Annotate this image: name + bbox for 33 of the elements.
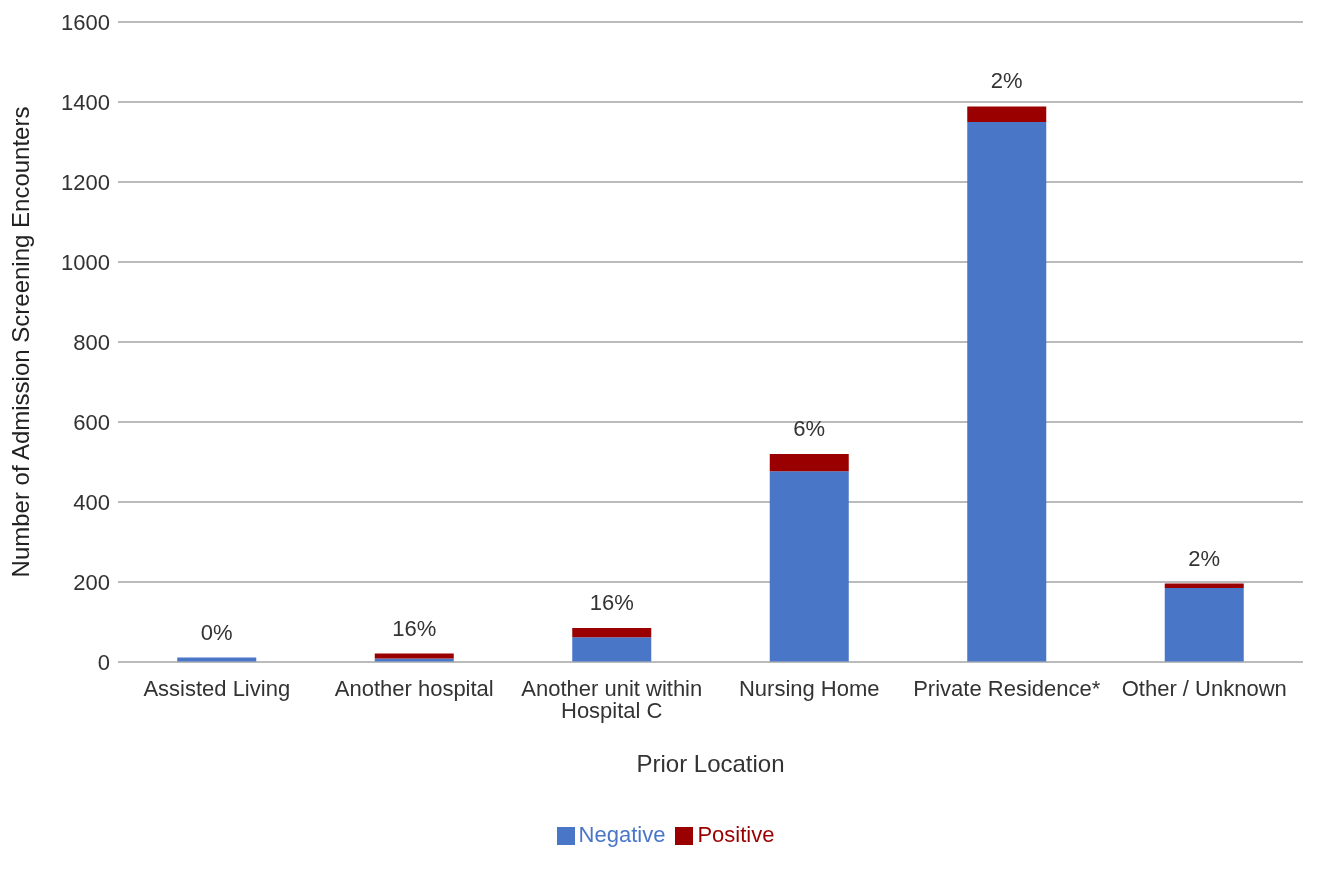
- bar: [769, 454, 849, 472]
- x-tick-label: Another unit within Hospital C: [521, 675, 703, 723]
- y-tick-label: 1600: [61, 9, 110, 35]
- y-tick-label: 800: [73, 329, 110, 355]
- x-tick-label: Another hospital: [334, 675, 494, 701]
- annotation: 2%: [1188, 545, 1221, 571]
- x-axis-title: Prior Location: [636, 750, 785, 777]
- bar: [769, 471, 849, 662]
- annotation: 16%: [392, 615, 437, 641]
- y-tick-label: 0: [97, 649, 110, 675]
- y-tick-label: 1400: [61, 89, 110, 115]
- legend-label: Negative: [578, 822, 666, 847]
- y-tick-label: 1000: [61, 249, 110, 275]
- y-axis-title: Number of Admission Screening Encounters: [6, 106, 34, 578]
- annotation: 6%: [793, 416, 826, 441]
- x-tick-label: Private Residence*: [913, 675, 1101, 701]
- annotation: 0%: [200, 619, 233, 645]
- x-tick-label: Other / Unknown: [1121, 675, 1287, 701]
- x-tick-label: Assisted Living: [143, 675, 291, 701]
- bar: [1164, 583, 1244, 588]
- bar: [572, 637, 652, 662]
- legend-label: Positive: [697, 822, 775, 847]
- bar: [967, 106, 1047, 122]
- annotation: 2%: [990, 68, 1023, 94]
- annotation: 16%: [589, 590, 634, 615]
- y-tick-label: 600: [73, 409, 110, 435]
- bar: [572, 628, 652, 638]
- bar: [1164, 588, 1244, 662]
- y-tick-label: 200: [73, 569, 110, 595]
- bar: [967, 122, 1047, 662]
- y-tick-label: 400: [73, 489, 110, 515]
- y-tick-label: 1200: [61, 169, 110, 195]
- x-tick-label: Nursing Home: [738, 675, 880, 701]
